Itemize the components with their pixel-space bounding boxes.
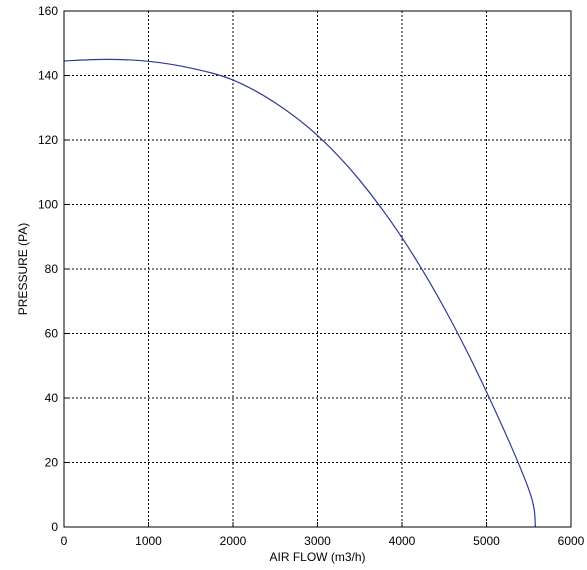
y-tick-label: 100 xyxy=(38,198,58,212)
grid-layer xyxy=(64,11,571,527)
tick-layer: 0 1000 2000 3000 4000 5000 6000 0 20 40 60 80 100 120… xyxy=(38,4,585,548)
x-tick-label: 5000 xyxy=(473,534,500,548)
y-tick-label: 140 xyxy=(38,69,58,83)
y-tick-label: 40 xyxy=(45,391,59,405)
y-tick-label: 60 xyxy=(45,327,59,341)
x-tick-label: 1000 xyxy=(135,534,162,548)
series-line-0 xyxy=(64,58,537,527)
series-layer xyxy=(64,58,537,527)
x-tick-label: 3000 xyxy=(304,534,331,548)
x-tick-label: 0 xyxy=(61,534,68,548)
y-tick-label: 120 xyxy=(38,133,58,147)
y-tick-label: 160 xyxy=(38,4,58,18)
y-tick-label: 80 xyxy=(45,262,59,276)
x-axis-title: AIR FLOW (m3/h) xyxy=(269,550,365,564)
y-axis-title: PRESSURE (PA) xyxy=(16,223,30,315)
y-tick-label: 0 xyxy=(51,520,58,534)
x-tick-label: 6000 xyxy=(558,534,585,548)
x-tick-label: 4000 xyxy=(389,534,416,548)
x-tick-label: 2000 xyxy=(220,534,247,548)
y-tick-label: 20 xyxy=(45,456,59,470)
